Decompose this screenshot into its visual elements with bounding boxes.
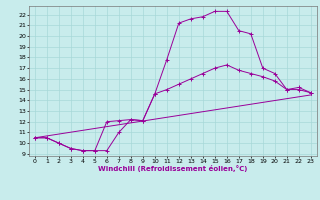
X-axis label: Windchill (Refroidissement éolien,°C): Windchill (Refroidissement éolien,°C): [98, 165, 247, 172]
